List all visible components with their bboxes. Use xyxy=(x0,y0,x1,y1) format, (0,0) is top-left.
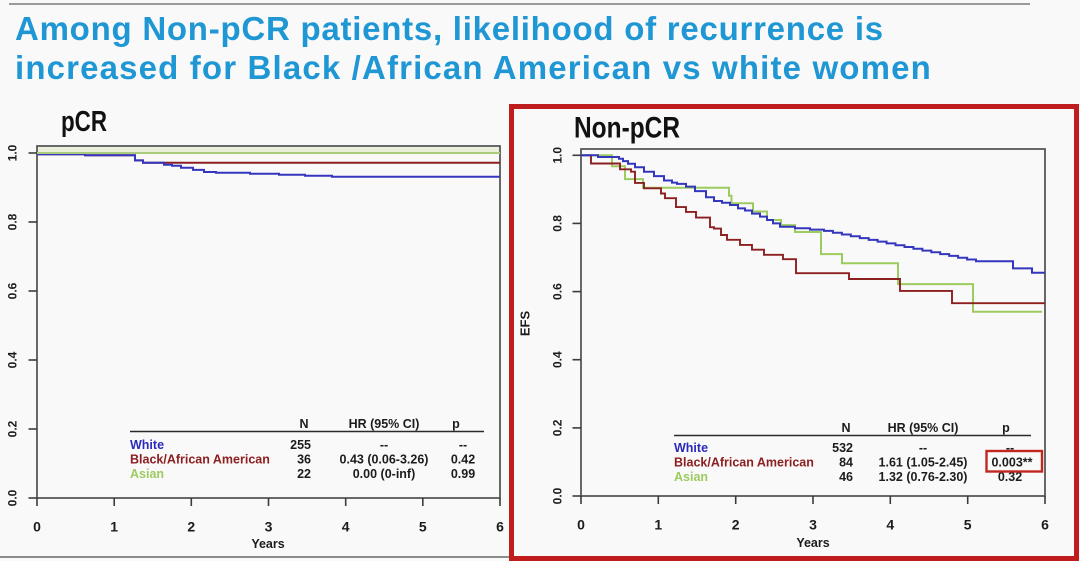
svg-text:1.0: 1.0 xyxy=(551,147,565,164)
svg-text:0.43 (0.06-3.26): 0.43 (0.06-3.26) xyxy=(340,453,429,467)
svg-text:36: 36 xyxy=(297,453,311,467)
svg-text:0.0: 0.0 xyxy=(6,489,20,506)
svg-text:5: 5 xyxy=(964,517,972,533)
svg-text:0.2: 0.2 xyxy=(6,420,20,437)
svg-text:Years: Years xyxy=(796,536,829,550)
svg-text:HR (95% CI): HR (95% CI) xyxy=(888,421,959,435)
svg-text:4: 4 xyxy=(342,519,350,535)
svg-text:p: p xyxy=(1002,421,1010,435)
svg-text:0.32: 0.32 xyxy=(998,470,1022,484)
svg-text:1.0: 1.0 xyxy=(6,144,20,161)
svg-text:Black/African American: Black/African American xyxy=(674,456,814,470)
svg-text:1: 1 xyxy=(654,517,662,533)
svg-text:0: 0 xyxy=(33,519,41,535)
svg-text:Black/African American: Black/African American xyxy=(130,453,270,467)
svg-text:0.8: 0.8 xyxy=(6,213,20,230)
svg-text:1.61 (1.05-2.45): 1.61 (1.05-2.45) xyxy=(879,456,968,470)
svg-text:22: 22 xyxy=(297,467,311,481)
svg-text:Asian: Asian xyxy=(130,467,164,481)
svg-text:Non-pCR: Non-pCR xyxy=(574,112,680,145)
svg-text:0.0: 0.0 xyxy=(551,487,565,504)
svg-text:1: 1 xyxy=(110,519,118,535)
svg-text:255: 255 xyxy=(290,438,311,452)
svg-text:--: -- xyxy=(919,441,927,455)
svg-text:0.00 (0-inf): 0.00 (0-inf) xyxy=(353,467,416,481)
svg-text:2: 2 xyxy=(732,517,740,533)
svg-text:p: p xyxy=(452,417,460,431)
svg-text:0.4: 0.4 xyxy=(6,351,20,368)
svg-text:5: 5 xyxy=(419,519,427,535)
svg-text:3: 3 xyxy=(265,519,273,535)
svg-text:HR (95% CI): HR (95% CI) xyxy=(349,417,420,431)
svg-text:--: -- xyxy=(459,438,467,452)
svg-text:N: N xyxy=(299,417,308,431)
svg-text:--: -- xyxy=(1006,441,1014,455)
svg-text:Years: Years xyxy=(251,537,284,551)
svg-text:0.6: 0.6 xyxy=(551,283,565,300)
svg-text:0.6: 0.6 xyxy=(6,282,20,299)
svg-text:0.99: 0.99 xyxy=(451,467,475,481)
svg-text:0.4: 0.4 xyxy=(551,351,565,368)
svg-text:White: White xyxy=(130,438,164,452)
svg-text:3: 3 xyxy=(809,517,817,533)
svg-text:0.003**: 0.003** xyxy=(991,456,1032,470)
svg-text:N: N xyxy=(841,421,850,435)
svg-text:--: -- xyxy=(380,438,388,452)
svg-text:EFS: EFS xyxy=(518,311,533,337)
svg-text:White: White xyxy=(674,441,708,455)
svg-text:0.42: 0.42 xyxy=(451,453,475,467)
svg-text:0.2: 0.2 xyxy=(551,419,565,436)
svg-text:6: 6 xyxy=(1041,517,1049,533)
svg-text:0: 0 xyxy=(577,517,585,533)
svg-text:pCR: pCR xyxy=(61,106,107,138)
svg-text:Asian: Asian xyxy=(674,470,708,484)
svg-text:1.32 (0.76-2.30): 1.32 (0.76-2.30) xyxy=(879,470,968,484)
svg-text:84: 84 xyxy=(839,456,853,470)
svg-text:46: 46 xyxy=(839,470,853,484)
svg-text:0.8: 0.8 xyxy=(551,215,565,232)
svg-text:532: 532 xyxy=(832,441,853,455)
svg-text:6: 6 xyxy=(496,519,504,535)
svg-text:4: 4 xyxy=(886,517,894,533)
svg-text:2: 2 xyxy=(187,519,195,535)
